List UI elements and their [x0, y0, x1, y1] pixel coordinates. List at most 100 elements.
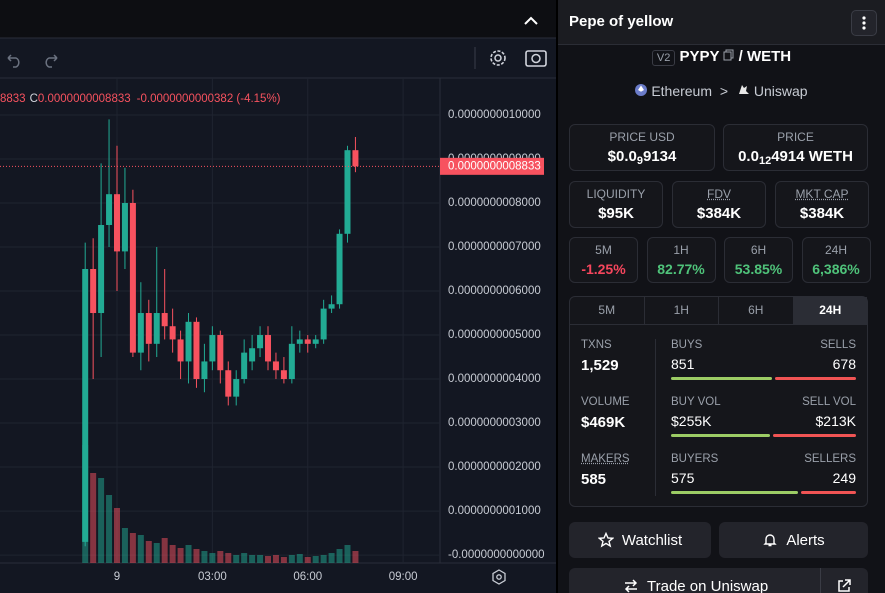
price-zeros: 12	[758, 155, 772, 167]
candle-body	[241, 352, 248, 380]
more-button[interactable]	[851, 10, 877, 36]
alerts-button[interactable]: Alerts	[719, 522, 868, 558]
axis-settings-icon[interactable]	[492, 569, 506, 585]
timeframe-tab[interactable]: 24H	[793, 297, 867, 324]
candle-body	[233, 379, 240, 397]
volume-bar	[185, 545, 192, 563]
change-card: 1H 82.77%	[646, 237, 716, 283]
metric-card: MKT CAP $384K	[775, 181, 869, 228]
split-label: BUYS	[671, 339, 703, 351]
volume-bar	[225, 553, 232, 563]
candle-body	[257, 335, 264, 349]
candle-body	[320, 308, 327, 340]
volume-bar	[153, 543, 160, 563]
settings-icon[interactable]	[490, 50, 506, 66]
change-card: 24H 6,386%	[801, 237, 871, 283]
more-icon	[862, 16, 866, 30]
candle-body	[217, 335, 224, 371]
axes: 0.00000000100000.00000000090000.00000000…	[0, 109, 545, 583]
volume-bar	[161, 538, 168, 563]
external-link-icon[interactable]	[836, 578, 852, 593]
volume-bar	[98, 478, 105, 563]
redo-icon[interactable]	[45, 54, 58, 68]
readout-open: 8833	[0, 93, 26, 105]
volume-bar	[280, 557, 287, 563]
collapse-icon[interactable]	[524, 16, 538, 25]
candle-body	[193, 321, 200, 380]
price-digits: 4914 WETH	[771, 148, 853, 165]
card-label: PRICE USD	[609, 130, 675, 144]
uniswap-icon	[738, 85, 749, 94]
split-value: 575	[671, 470, 695, 486]
card-label: 1H	[673, 243, 689, 257]
undo-icon[interactable]	[7, 54, 20, 68]
volume-bar	[113, 508, 120, 563]
split-label: BUY VOL	[671, 396, 721, 408]
split-value: 678	[832, 356, 856, 372]
split-bar-right	[775, 377, 856, 380]
stat-value: $469K	[581, 414, 626, 431]
volume-bars	[82, 445, 359, 563]
candle-body	[328, 304, 335, 309]
candle-body	[161, 313, 168, 327]
change-value: 82.77%	[657, 261, 705, 277]
volume-bar	[249, 555, 256, 563]
split-bar-right	[801, 491, 856, 494]
volume-bar	[129, 533, 136, 563]
timeframe-tab[interactable]: 1H	[645, 297, 719, 324]
stat-value: 585	[581, 471, 607, 488]
price-card: PRICE 0.0124914 WETH	[723, 124, 868, 171]
candle-body	[265, 335, 272, 362]
candle-body	[272, 361, 279, 371]
screenshot-icon[interactable]	[525, 50, 547, 67]
readout-change: -0.0000000000382 (-4.15%)	[137, 93, 281, 105]
volume-bar	[344, 545, 351, 563]
timeframe-tab[interactable]: 5M	[570, 297, 645, 324]
timeframe-tabs: 5M 1H 6H 24H	[570, 297, 867, 325]
candle-body	[312, 339, 319, 344]
candle-body	[106, 194, 113, 225]
grid	[0, 78, 440, 563]
candle-body	[185, 321, 192, 362]
volume-bar	[257, 555, 264, 563]
candle-body	[177, 339, 184, 362]
volume-bar	[296, 554, 303, 563]
volume-bar	[169, 545, 176, 563]
stats-card: 5M 1H 6H 24H TXNS 1,529 VOLUME $469K MAKERS 585 B…	[569, 296, 868, 507]
card-value: $95K	[598, 205, 634, 222]
split-label: SELLS	[820, 339, 856, 351]
split-label: SELL VOL	[802, 396, 856, 408]
y-tick-label: 0.0000000006000	[448, 285, 541, 297]
bell-icon	[763, 534, 778, 547]
card-label: PRICE	[777, 130, 814, 144]
price-prefix: $0.0	[607, 148, 637, 165]
split-value: 249	[832, 470, 856, 486]
button-label: Watchlist	[621, 531, 683, 549]
watchlist-button[interactable]: Watchlist	[569, 522, 711, 558]
volume-bar	[272, 555, 279, 563]
trade-button[interactable]: Trade on Uniswap	[569, 568, 868, 593]
token-title: Pepe of yellow	[569, 13, 674, 30]
card-label: 6H	[750, 243, 767, 257]
timeframe-tab[interactable]: 6H	[719, 297, 794, 324]
chain-row: Ethereum > Uniswap	[558, 82, 885, 99]
divider	[820, 568, 821, 593]
split-label: SELLERS	[804, 453, 856, 465]
volume-bar	[209, 553, 216, 563]
panel-header: Pepe of yellow	[558, 0, 885, 45]
split-bar-left	[671, 377, 773, 380]
stat-label: MAKERS	[581, 453, 630, 465]
copy-icon[interactable]	[723, 49, 734, 61]
candle-body	[336, 233, 343, 305]
card-value: $384K	[696, 205, 742, 222]
ohlc-readout: 8833 C0.0000000008833 -0.0000000000382 (-4…	[0, 93, 281, 105]
volume-bar	[106, 495, 113, 563]
volume-bar	[304, 557, 311, 563]
volume-bar	[177, 548, 184, 563]
candle-body	[352, 150, 359, 167]
y-tick-label: 0.0000000004000	[448, 373, 541, 385]
y-tick-label: 0.0000000007000	[448, 241, 541, 253]
last-price-tag	[440, 157, 544, 175]
price-prefix: 0.0	[738, 148, 759, 165]
price-zeros: 9	[636, 155, 643, 167]
